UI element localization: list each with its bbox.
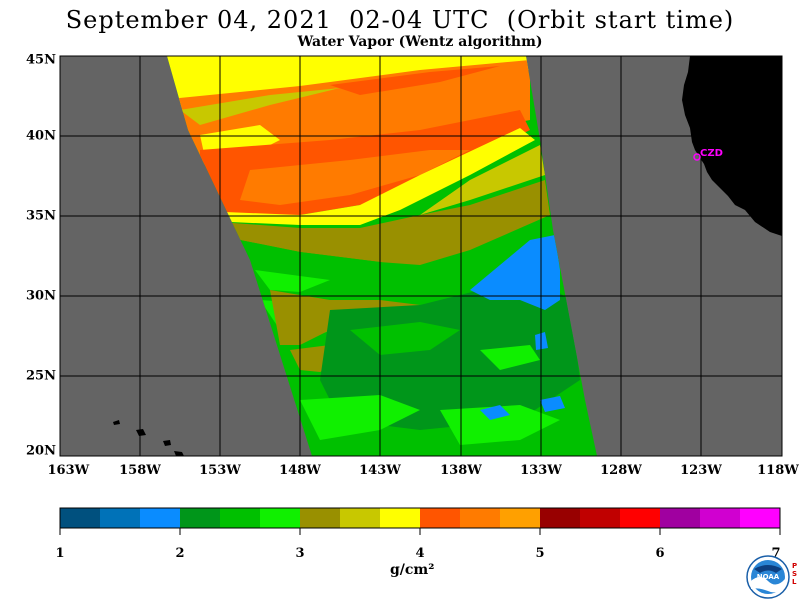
- colorbar-cell: [140, 508, 181, 528]
- colorbar-cell: [380, 508, 421, 528]
- colorbar-tick-6: 6: [655, 546, 665, 561]
- colorbar-cell: [220, 508, 261, 528]
- lon-label-143w: 143W: [359, 463, 401, 478]
- lon-label-148w: 148W: [279, 463, 321, 478]
- graticule: [60, 56, 782, 456]
- colorbar-cell: [500, 508, 541, 528]
- lon-label-153w: 153W: [199, 463, 241, 478]
- colorbar-cell: [420, 508, 461, 528]
- lon-label-163w: 163W: [47, 463, 90, 478]
- lon-label-133w: 133W: [520, 463, 562, 478]
- colorbar-tick-1: 1: [55, 546, 65, 561]
- lat-label-40n: 40N: [26, 128, 56, 144]
- lat-label-45n: 45N: [26, 52, 56, 68]
- colorbar-cell: [700, 508, 741, 528]
- map-title: September 04, 2021 02-04 UTC (Orbit star…: [65, 6, 735, 34]
- colorbar-cell: [460, 508, 501, 528]
- colorbar-cell: [100, 508, 141, 528]
- colorbar-units: g/cm²: [390, 562, 435, 578]
- colorbar-cell: [260, 508, 301, 528]
- lon-label-118w: 118W: [757, 463, 799, 478]
- map-frame: [59, 55, 783, 457]
- lon-label-128w: 128W: [600, 463, 642, 478]
- colorbar-cell: [580, 508, 621, 528]
- map-subtitle: Water Vapor (Wentz algorithm): [297, 34, 543, 50]
- lon-label-138w: 138W: [440, 463, 482, 478]
- colorbar-cell: [180, 508, 221, 528]
- station-label: CZD: [700, 148, 723, 159]
- lat-label-30n: 30N: [26, 288, 56, 304]
- colorbar-tick-5: 5: [535, 546, 545, 561]
- colorbar-cell: [300, 508, 341, 528]
- noaa-logo: NOAA: [746, 555, 790, 599]
- colorbar-cell: [540, 508, 581, 528]
- noaa-logo-text: NOAA: [757, 573, 780, 581]
- lon-label-123w: 123W: [680, 463, 722, 478]
- colorbar-tick-3: 3: [295, 546, 305, 561]
- colorbar: [59, 507, 781, 535]
- lat-label-35n: 35N: [26, 208, 56, 224]
- colorbar-cell: [60, 508, 101, 528]
- colorbar-tick-4: 4: [415, 546, 425, 561]
- colorbar-tick-7: 7: [771, 546, 781, 561]
- lat-label-25n: 25N: [26, 368, 56, 384]
- lon-label-158w: 158W: [119, 463, 161, 478]
- colorbar-cell: [620, 508, 661, 528]
- station-marker: CZD: [693, 148, 723, 161]
- coastline-land: [113, 56, 782, 456]
- colorbar-tick-2: 2: [175, 546, 185, 561]
- colorbar-cell: [660, 508, 701, 528]
- colorbar-cell: [340, 508, 381, 528]
- water-vapor-swath: [167, 56, 597, 456]
- colorbar-cell: [740, 508, 781, 528]
- lat-label-20n: 20N: [26, 443, 56, 459]
